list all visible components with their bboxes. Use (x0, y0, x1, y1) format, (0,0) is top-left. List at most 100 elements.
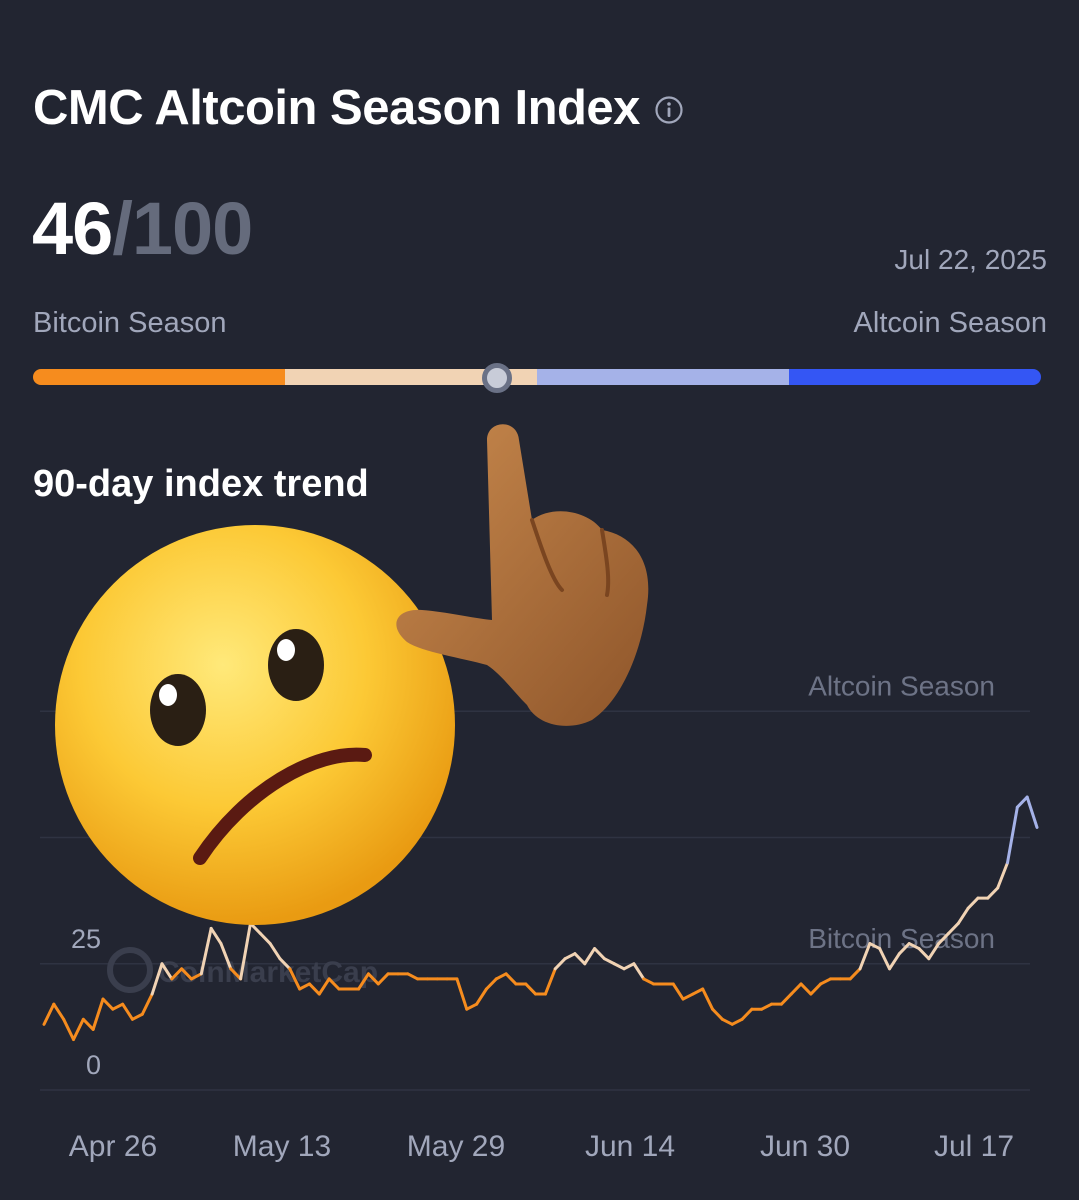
line-segment (150, 962, 164, 996)
gauge-segment-3 (537, 369, 789, 385)
line-segment (966, 896, 980, 910)
line-segment (642, 977, 656, 986)
line-segment (42, 1002, 56, 1026)
line-segment (878, 947, 892, 971)
line-segment (101, 997, 115, 1011)
season-gauge-bar (33, 369, 1041, 385)
line-segment (278, 957, 292, 971)
line-segment (720, 1017, 734, 1026)
line-segment (868, 942, 882, 951)
x-tick-label: May 13 (233, 1130, 331, 1163)
line-segment (691, 987, 705, 996)
line-segment (730, 1017, 744, 1026)
y-tick-label: 25 (71, 924, 101, 954)
line-segment (986, 886, 1000, 900)
line-segment (91, 997, 105, 1031)
line-segment (632, 962, 646, 981)
line-segment (1025, 795, 1039, 829)
x-tick-label: Jun 14 (585, 1130, 675, 1163)
line-segment (1006, 805, 1019, 865)
line-segment (455, 977, 469, 1011)
line-segment (219, 942, 233, 971)
line-segment (298, 982, 311, 991)
line-segment (937, 931, 951, 946)
line-segment (357, 972, 370, 991)
line-segment (121, 1002, 134, 1021)
line-segment (956, 906, 970, 925)
index-score: 46/100 (32, 186, 253, 271)
line-segment (494, 972, 508, 981)
line-segment (52, 1002, 66, 1021)
line-segment (327, 977, 341, 991)
line-segment (917, 947, 931, 961)
score-max: /100 (112, 187, 253, 270)
band-label: Altcoin Season (808, 670, 995, 701)
line-segment (701, 987, 715, 1011)
line-segment (740, 1007, 754, 1021)
watermark-logo-icon (107, 947, 153, 993)
pointing-hand-emoji (396, 424, 649, 726)
x-tick-label: Apr 26 (69, 1130, 157, 1163)
line-segment (681, 992, 695, 1001)
line-segment (593, 947, 606, 961)
line-segment (848, 967, 862, 981)
line-segment (111, 1002, 125, 1011)
gauge-segment-1 (33, 369, 285, 385)
line-segment (62, 1017, 75, 1041)
gauge-indicator[interactable] (481, 363, 512, 393)
line-segment (612, 962, 626, 971)
gauge-right-label: Altcoin Season (853, 307, 1047, 339)
gauge-segment-4 (789, 369, 1041, 385)
y-tick-label: 0 (86, 1050, 101, 1080)
line-segment (317, 977, 331, 996)
line-segment (1015, 795, 1029, 809)
line-segment (160, 962, 174, 981)
line-segment (475, 987, 488, 1006)
info-circle-icon[interactable] (654, 95, 684, 125)
line-segment (907, 942, 921, 951)
index-date: Jul 22, 2025 (894, 244, 1047, 275)
line-segment (170, 967, 184, 981)
line-segment (504, 972, 518, 986)
line-segment (366, 972, 380, 986)
line-segment (465, 1002, 479, 1011)
line-segment (140, 992, 154, 1016)
line-segment (71, 1017, 85, 1041)
watermark-text: CoinMarketCap (158, 956, 378, 989)
line-segment (897, 942, 911, 956)
line-segment (81, 1017, 95, 1031)
trend-title: 90-day index trend (33, 463, 369, 505)
line-segment (888, 952, 901, 971)
line-segment (602, 957, 616, 966)
line-segment (760, 1002, 774, 1011)
x-tick-label: May 29 (407, 1130, 505, 1163)
line-segment (553, 957, 567, 971)
line-segment (799, 982, 813, 996)
band-label: Bitcoin Season (808, 923, 995, 954)
line-segment (779, 992, 793, 1006)
page-title: CMC Altcoin Season Index (33, 80, 684, 136)
line-segment (239, 921, 252, 981)
line-segment (996, 861, 1010, 890)
line-segment (258, 931, 272, 946)
gauge-segment-2 (285, 369, 537, 385)
line-segment (484, 977, 498, 991)
line-segment (711, 1007, 724, 1021)
confused-face-emoji (55, 525, 455, 925)
gauge-left-label: Bitcoin Season (33, 307, 227, 339)
x-tick-label: Jun 30 (760, 1130, 850, 1163)
line-segment (199, 926, 213, 976)
line-segment (671, 982, 685, 1001)
score-value: 46 (32, 187, 113, 270)
line-segment (819, 977, 833, 986)
line-segment (406, 972, 420, 981)
line-segment (563, 952, 577, 961)
line-segment (376, 972, 390, 986)
line-segment (268, 942, 282, 961)
x-tick-label: Jul 17 (934, 1130, 1014, 1163)
line-segment (189, 972, 203, 981)
line-segment (180, 967, 193, 981)
line-segment (573, 952, 587, 966)
line-segment (789, 982, 803, 996)
page-title-text: CMC Altcoin Season Index (33, 81, 640, 135)
